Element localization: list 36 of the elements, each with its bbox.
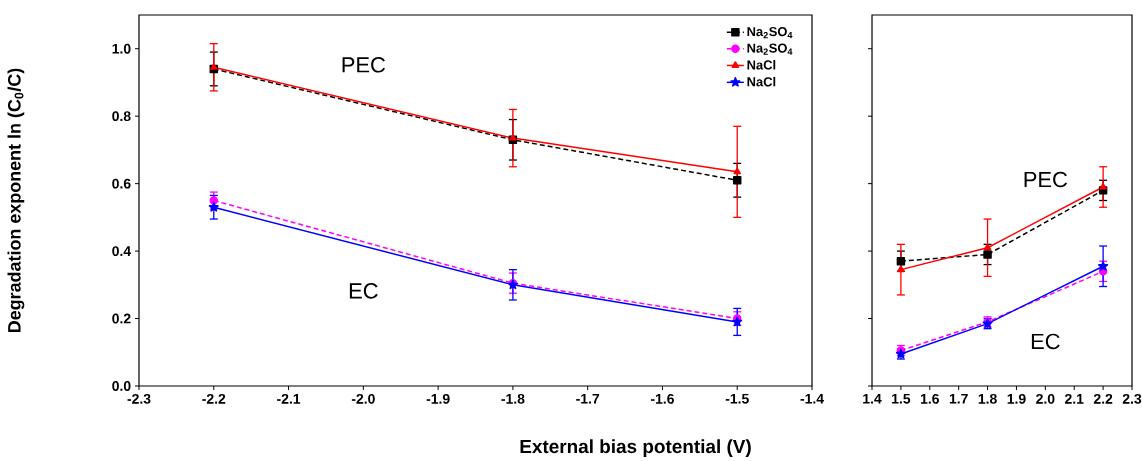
x-tick-label: 1.5 — [892, 393, 911, 404]
x-tick-label: 2.0 — [1036, 393, 1055, 404]
x-tick-label: 2.3 — [1122, 393, 1142, 404]
x-tick-label: 1.6 — [920, 393, 939, 404]
x-tick-label: -1.8 — [501, 393, 525, 404]
legend-label: NaCl — [747, 60, 776, 70]
annotation: PEC — [342, 57, 386, 73]
x-tick-label: 1.8 — [978, 393, 997, 404]
x-tick-label: -2.2 — [202, 393, 226, 404]
x-tick-label: 2.1 — [1065, 393, 1084, 404]
x-tick-label: -2.3 — [127, 393, 151, 404]
y-tick-label: 0.0 — [112, 381, 131, 391]
annotation: EC — [1031, 333, 1060, 350]
y-tick-label: 0.6 — [112, 178, 131, 189]
y-tick-label: 1.0 — [112, 43, 131, 54]
x-tick-label: -1.7 — [576, 393, 600, 404]
y-tick-label: 0.4 — [112, 246, 132, 257]
y-axis-title: Degradation exponent ln (C$_{0}$/C) — [7, 68, 25, 333]
y-tick-label: 0.2 — [112, 313, 131, 324]
x-tick-label: 1.9 — [1007, 393, 1026, 404]
annotation: EC — [349, 283, 378, 299]
x-tick-label: 1.7 — [949, 393, 968, 404]
legend-label: Na$_{2}$SO$_{4}$ — [747, 27, 793, 39]
x-tick-label: -1.9 — [426, 393, 450, 404]
x-tick-label: 2.2 — [1093, 393, 1113, 404]
x-tick-label: -1.4 — [800, 393, 824, 404]
legend-label: NaCl — [747, 76, 776, 87]
y-tick-label: 0.8 — [112, 111, 131, 122]
x-tick-label: -1.5 — [725, 393, 749, 404]
x-tick-label: -2.1 — [277, 393, 301, 404]
x-tick-label: 1.4 — [863, 393, 882, 404]
x-axis-title: External bias potential (V) — [520, 439, 751, 457]
legend-label: Na$_{2}$SO$_{4}$ — [747, 43, 793, 55]
x-tick-label: -2.0 — [351, 393, 375, 404]
annotation: PEC — [1024, 171, 1068, 188]
x-tick-label: -1.6 — [650, 393, 674, 404]
